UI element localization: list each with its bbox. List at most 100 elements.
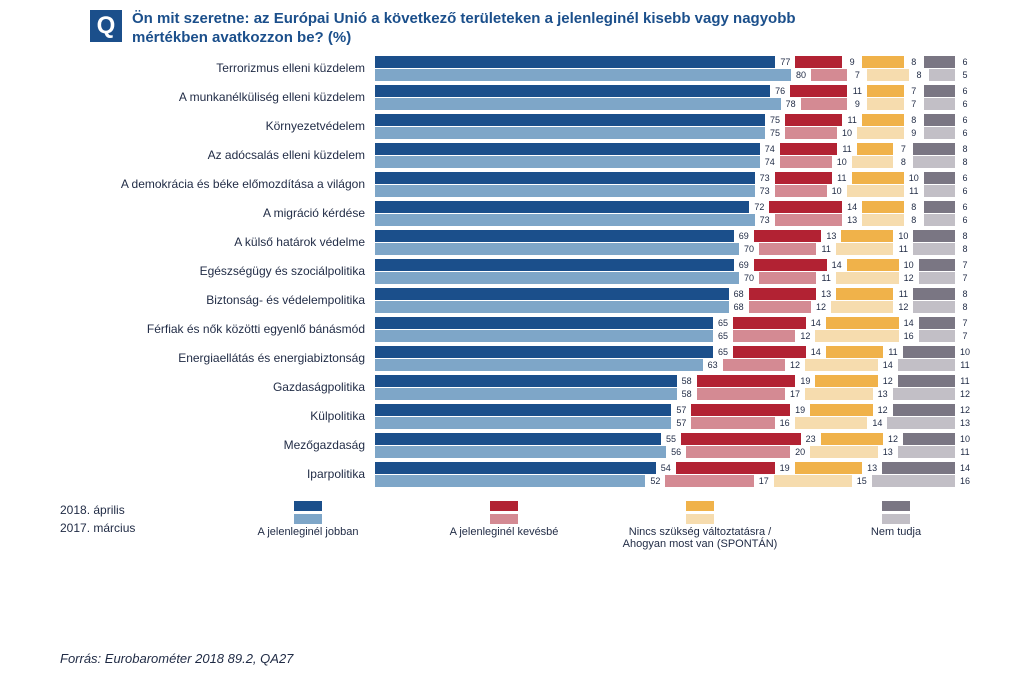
- segment-value: 73: [758, 173, 772, 183]
- bar-segment: [811, 69, 847, 81]
- bar-segment: [775, 172, 832, 184]
- bar-2018: 55231210: [375, 433, 994, 445]
- segment-value: 70: [742, 273, 756, 283]
- bar-segment: [775, 185, 827, 197]
- row-label: Az adócsalás elleni küzdelem: [30, 148, 375, 162]
- bar-segment: [754, 259, 827, 271]
- segment-value: 58: [680, 389, 694, 399]
- bar-segment: [375, 346, 713, 358]
- legend-swatch-2018: [882, 501, 910, 511]
- segment-value: 8: [907, 115, 921, 125]
- segment-value: 6: [958, 99, 972, 109]
- bar-segment: [780, 156, 832, 168]
- bar-segment: [929, 69, 955, 81]
- bar-2017: 751096: [375, 127, 994, 139]
- bar-segment: [903, 433, 955, 445]
- segment-value: 14: [809, 347, 823, 357]
- segment-value: 8: [896, 157, 910, 167]
- chart-row: Iparpolitika5419131452171516: [30, 460, 994, 489]
- segment-value: 7: [850, 70, 864, 80]
- segment-value: 11: [850, 86, 864, 96]
- segment-value: 10: [835, 157, 849, 167]
- bar-segment: [924, 214, 955, 226]
- segment-value: 11: [835, 173, 849, 183]
- segment-value: 6: [958, 215, 972, 225]
- segment-value: 77: [778, 57, 792, 67]
- legend-category: Nincs szükség változtatásra / Ahogyan mo…: [602, 501, 798, 550]
- bar-segment: [375, 56, 775, 68]
- segment-value: 14: [902, 318, 916, 328]
- segment-value: 80: [794, 70, 808, 80]
- bar-2018: 77986: [375, 56, 994, 68]
- segment-value: 78: [784, 99, 798, 109]
- legend-year-2017: 2017. március: [60, 519, 210, 537]
- bar-segment: [913, 243, 955, 255]
- row-bars: 741178741088: [375, 143, 994, 168]
- segment-value: 8: [958, 244, 972, 254]
- row-bars: 5419131452171516: [375, 462, 994, 487]
- segment-value: 16: [958, 476, 972, 486]
- segment-value: 6: [958, 86, 972, 96]
- segment-value: 73: [758, 186, 772, 196]
- bar-segment: [665, 475, 753, 487]
- bar-segment: [697, 388, 785, 400]
- bar-segment: [847, 185, 904, 197]
- chart-row: Biztonság- és védelempolitika68131186812…: [30, 286, 994, 315]
- legend-years: 2018. április 2017. március: [30, 501, 210, 550]
- bar-2017: 731386: [375, 214, 994, 226]
- row-bars: 68131186812128: [375, 288, 994, 313]
- segment-value: 12: [958, 389, 972, 399]
- row-bars: 5719121257161413: [375, 404, 994, 429]
- legend: 2018. április 2017. március A jelenlegin…: [30, 501, 994, 550]
- row-label: Férfiak és nők közötti egyenlő bánásmód: [30, 322, 375, 336]
- segment-value: 9: [907, 128, 921, 138]
- segment-value: 8: [907, 215, 921, 225]
- legend-swatch-pair: [882, 501, 910, 524]
- bar-segment: [774, 475, 852, 487]
- segment-value: 8: [958, 289, 972, 299]
- bar-segment: [375, 243, 739, 255]
- segment-value: 10: [958, 434, 972, 444]
- bar-segment: [913, 301, 955, 313]
- chart-row: Férfiak és nők közötti egyenlő bánásmód 6…: [30, 315, 994, 344]
- segment-value: 6: [958, 115, 972, 125]
- bar-segment: [872, 475, 955, 487]
- bar-segment: [810, 404, 872, 416]
- bar-segment: [913, 288, 955, 300]
- bar-segment: [893, 404, 955, 416]
- bar-segment: [375, 288, 729, 300]
- chart-row: Környezetvédelem751186751096: [30, 112, 994, 141]
- bar-segment: [375, 375, 677, 387]
- segment-value: 11: [958, 376, 972, 386]
- bar-segment: [924, 56, 955, 68]
- bar-segment: [862, 201, 904, 213]
- segment-value: 8: [907, 202, 921, 212]
- segment-value: 12: [886, 434, 900, 444]
- bar-segment: [375, 156, 760, 168]
- chart-row: Energiaellátás és energiabiztonság651411…: [30, 344, 994, 373]
- bar-segment: [754, 230, 822, 242]
- segment-value: 68: [732, 289, 746, 299]
- bar-segment: [852, 172, 904, 184]
- bar-2017: 741088: [375, 156, 994, 168]
- segment-value: 12: [881, 376, 895, 386]
- bar-2018: 58191211: [375, 375, 994, 387]
- bar-2017: 6812128: [375, 301, 994, 313]
- chart-row: A demokrácia és béke előmozdítása a vilá…: [30, 170, 994, 199]
- segment-value: 8: [958, 302, 972, 312]
- bar-segment: [697, 375, 796, 387]
- bar-2017: 7011118: [375, 243, 994, 255]
- bar-segment: [924, 114, 955, 126]
- legend-year-label: 2018. április: [60, 503, 125, 517]
- segment-value: 17: [788, 389, 802, 399]
- segment-value: 12: [798, 331, 812, 341]
- segment-value: 10: [907, 173, 921, 183]
- bar-2018: 54191314: [375, 462, 994, 474]
- legend-category-label: A jelenleginél kevésbé: [450, 526, 559, 538]
- bar-segment: [795, 56, 842, 68]
- row-label: Egészségügy és szociálpolitika: [30, 264, 375, 278]
- segment-value: 12: [902, 273, 916, 283]
- segment-value: 16: [902, 331, 916, 341]
- segment-value: 65: [716, 331, 730, 341]
- bar-segment: [676, 462, 775, 474]
